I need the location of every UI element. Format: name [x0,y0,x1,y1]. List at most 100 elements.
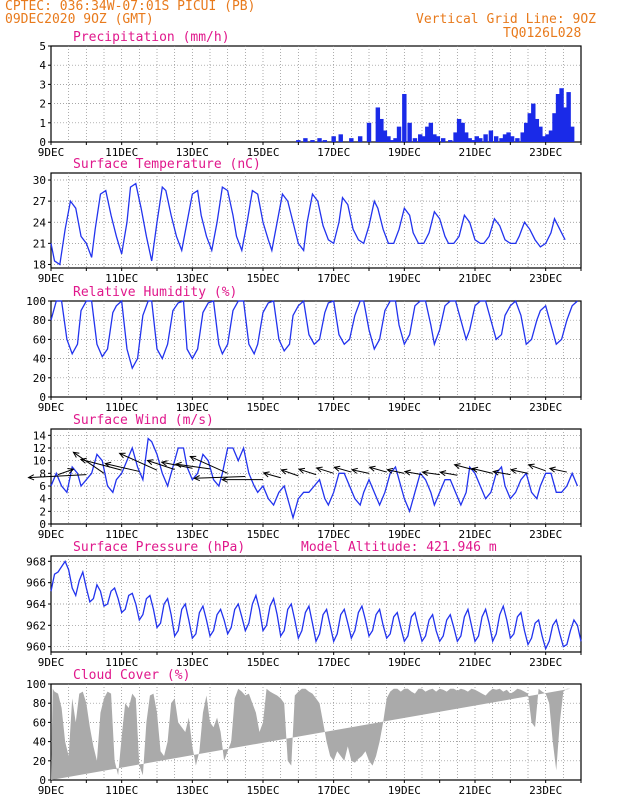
precip-bar [471,140,476,142]
precip-bar [548,130,554,142]
y-tick-label: 0 [39,391,46,404]
wind-vector-head [27,474,35,481]
precip-bar [349,138,354,142]
wind-vector-head [421,469,429,476]
precip-bar [531,103,536,142]
precip-bar [310,140,315,142]
header-model-id: TQ0126L028 [503,26,582,41]
x-tick-label: 17DEC [317,401,350,414]
y-tick-label: 12 [33,442,46,455]
wind-vector-head [193,475,201,482]
wind-vector [73,451,105,474]
precip-bar [421,136,426,142]
y-tick-label: 60 [33,333,46,346]
x-tick-label: 9DEC [38,656,65,669]
x-tick-label: 17DEC [317,146,350,159]
x-tick-label: 21DEC [458,784,491,797]
y-tick-label: 960 [26,641,46,654]
precip-bar [338,134,343,142]
y-tick-label: 0 [39,774,46,787]
y-tick-label: 3 [39,78,46,91]
precip-bar [379,118,384,142]
precip-bar [322,140,328,142]
precip-bar [499,138,504,142]
wind-vector [387,469,405,474]
wind-vector-head [386,467,394,474]
y-tick-label: 4 [39,59,46,72]
x-tick-label: 21DEC [458,401,491,414]
y-tick-label: 5 [39,40,46,53]
precip-bar [382,130,388,142]
x-tick-label: 19DEC [388,146,421,159]
y-tick-label: 80 [33,314,46,327]
wind-vector [549,467,567,473]
precip-bar [488,130,494,142]
x-tick-label: 19DEC [388,528,421,541]
x-tick-label: 9DEC [38,146,65,159]
precip-bar [418,134,423,142]
temp-series-line [50,182,566,266]
x-tick-label: 11DEC [105,784,138,797]
x-tick-label: 15DEC [246,528,279,541]
precip-bar [483,134,488,142]
precip-bar [412,138,418,142]
y-tick-label: 30 [33,174,46,187]
panel-title: Surface Wind (m/s) [73,413,214,428]
wind-vector [147,460,175,471]
precip-bar [389,140,395,142]
precip-bar [493,136,499,142]
wind-vector [510,469,529,474]
wind-vector [422,471,440,476]
precip-bar [456,118,462,142]
y-tick-label: 24 [33,216,47,229]
cloud-cover-area [51,688,571,780]
precip-bar [474,136,479,142]
panel-cloud: 0 20 40 60 80 100 9DEC 11DEC 13DEC 15DEC 17DEC 19DE… [26,668,582,797]
x-tick-label: 23DEC [529,784,562,797]
wind-vector [472,468,493,474]
y-tick-label: 4 [39,493,46,506]
x-tick-label: 15DEC [246,784,279,797]
wind-vector [28,474,87,479]
wind-vector [175,463,211,470]
y-tick-label: 10 [33,455,46,468]
precip-bar [524,122,529,142]
x-tick-label: 23DEC [529,401,562,414]
model-altitude: Model Altitude: 421.946 m [301,540,497,555]
x-tick-label: 11DEC [105,272,138,285]
y-tick-label: 100 [26,295,46,308]
wind-vector [454,464,476,471]
x-tick-label: 15DEC [246,272,279,285]
y-tick-label: 0 [39,136,46,149]
panel-temp: 18 21 24 27 30 9DEC 11DEC 13DEC 15DEC 17DEC 19DEC 2… [33,157,582,285]
y-tick-label: 968 [26,555,46,568]
precip-bar [425,126,430,142]
precip-bar [566,92,571,142]
y-tick-label: 8 [39,467,46,480]
precip-bar [386,136,391,142]
precip-bar [435,136,441,142]
x-tick-label: 17DEC [317,784,350,797]
wind-vector [404,471,423,476]
panel-frame [50,428,582,525]
panel-title: Precipitation (mm/h) [73,30,230,45]
precip-bar [527,113,532,142]
precip-bar [538,126,543,142]
panel-precip: 0 1 2 3 4 5 9DEC 11DEC 13DEC 15DEC 17DEC 19DEC 21DEC… [38,30,582,159]
x-tick-label: 21DEC [458,272,491,285]
precip-bar [506,132,511,142]
precip-bar [460,122,465,142]
precip-bar [396,126,402,142]
x-tick-label: 15DEC [246,146,279,159]
precip-bar [509,136,515,142]
wind-vector [528,464,546,472]
wind-vector [493,471,511,476]
wind-vector-head [368,465,376,472]
x-tick-label: 9DEC [38,401,65,414]
y-tick-label: 1 [39,117,46,130]
precip-bar [357,136,363,142]
wind-vector [281,469,299,477]
wind-vector [351,469,370,474]
